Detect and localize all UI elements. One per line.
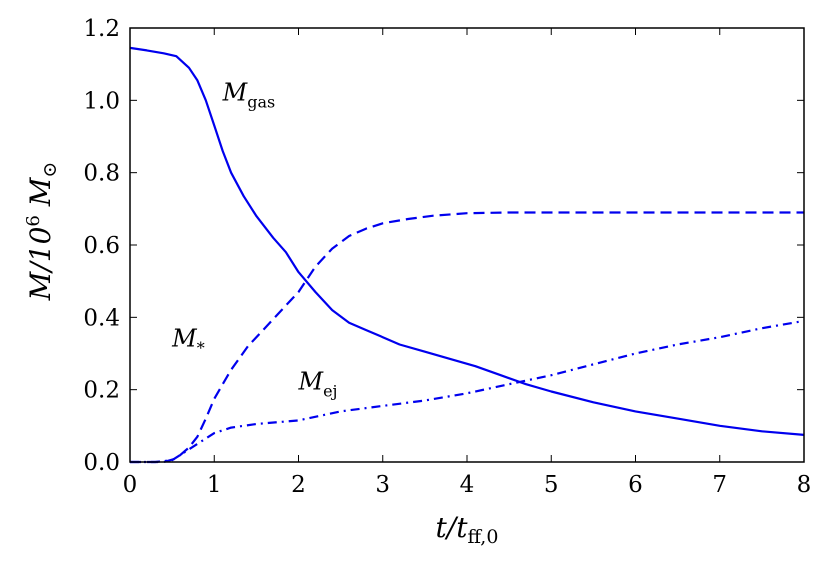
series-label-main: M: [298, 368, 325, 396]
y-axis-label-main: M/10: [24, 227, 57, 302]
x-tick-label: 1: [207, 472, 222, 498]
series-label-sub: *: [197, 338, 205, 357]
series-line-dashed: [130, 211, 804, 464]
x-tick-label: 2: [291, 472, 306, 498]
y-axis-label: M/106 M⊙: [23, 162, 61, 302]
series-label: Mgas: [222, 78, 276, 111]
y-axis-label-sub: ⊙: [39, 162, 61, 178]
series-line-dashdot: [130, 319, 805, 464]
x-axis-label: t/tff,0: [436, 511, 499, 548]
y-tick-label: 0.6: [83, 233, 120, 259]
y-axis-label-tail: M: [24, 176, 57, 215]
x-tick-label: 8: [797, 472, 812, 498]
x-tick-label: 0: [123, 472, 138, 498]
y-tick-label: 1.0: [83, 88, 120, 114]
series-label-main: M: [222, 78, 249, 106]
x-tick-label: 4: [460, 472, 475, 498]
series-label: M*: [171, 324, 205, 357]
series-group: [129, 46, 805, 464]
x-axis-label-main: t/t: [436, 511, 469, 544]
y-tick-label: 0.8: [83, 161, 120, 187]
y-axis-label-exponent: 6: [23, 215, 44, 226]
y-tick-label: 0.0: [83, 450, 120, 476]
x-tick-label: 6: [628, 472, 643, 498]
y-tick-label: 0.4: [83, 305, 120, 331]
x-tick-label: 5: [544, 472, 559, 498]
series-label-sub: gas: [247, 92, 275, 111]
y-tick-label: 1.2: [83, 16, 120, 42]
x-tick-label: 3: [375, 472, 390, 498]
x-axis-label-sub: ff,0: [467, 526, 498, 548]
y-tick-label: 0.2: [83, 378, 120, 404]
plot-frame: [129, 27, 805, 463]
series-label-main: M: [171, 324, 198, 352]
series-label: Mej: [298, 368, 338, 401]
x-tick-label: 7: [712, 472, 727, 498]
series-line-solid: [129, 46, 805, 436]
tick-group: 0 1 2 3 4 5 6 7 8 0.0 0.2 0.4 0.6 0.8 1.0 1.2: [83, 16, 811, 498]
series-label-sub: ej: [323, 382, 337, 401]
